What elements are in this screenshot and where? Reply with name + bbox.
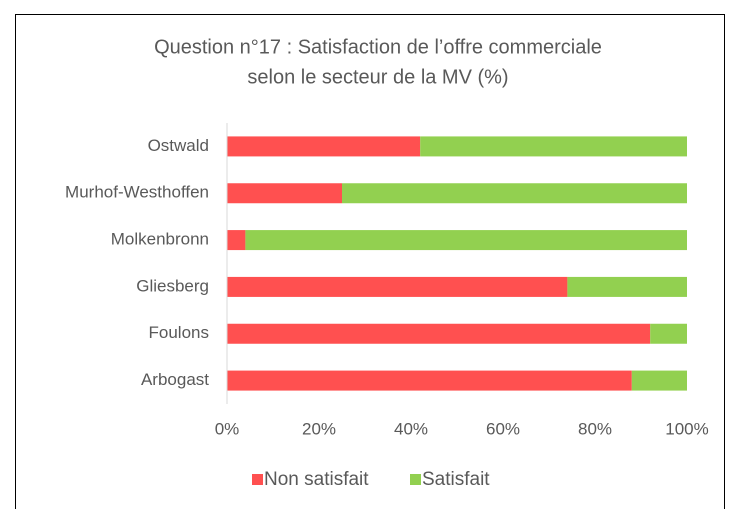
bar-segment <box>631 370 687 391</box>
legend-swatch <box>252 474 263 485</box>
bar-segment <box>227 370 632 391</box>
bar-segment <box>227 136 421 157</box>
bar-segment <box>227 183 342 204</box>
bar-segment <box>342 183 687 204</box>
y-tick-label: Gliesberg <box>136 276 209 295</box>
bar-segment <box>650 323 687 344</box>
y-tick-label: Molkenbronn <box>111 230 209 249</box>
chart-title: selon le secteur de la MV (%) <box>247 66 508 88</box>
chart-frame <box>15 14 725 509</box>
x-tick-label: 0% <box>215 419 240 438</box>
bar-segment <box>245 230 687 251</box>
bar-segment <box>420 136 687 157</box>
legend-swatch <box>410 474 421 485</box>
y-tick-label: Ostwald <box>148 136 209 155</box>
x-tick-label: 40% <box>394 419 428 438</box>
y-tick-label: Arbogast <box>141 370 209 389</box>
y-tick-label: Foulons <box>149 323 209 342</box>
bar-segment <box>227 323 651 344</box>
x-tick-label: 80% <box>578 419 612 438</box>
bar-segment <box>227 230 246 251</box>
legend-label: Satisfait <box>422 469 490 490</box>
bar-segment <box>227 276 568 297</box>
x-tick-label: 60% <box>486 419 520 438</box>
x-tick-label: 20% <box>302 419 336 438</box>
y-tick-label: Murhof-Westhoffen <box>65 183 209 202</box>
chart-title: Question n°17 : Satisfaction de l’offre … <box>154 36 602 58</box>
bar-segment <box>567 276 687 297</box>
x-tick-label: 100% <box>665 419 708 438</box>
legend-label: Non satisfait <box>264 469 369 490</box>
